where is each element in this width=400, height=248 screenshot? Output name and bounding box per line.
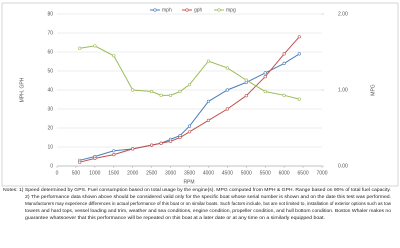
point	[297, 52, 301, 56]
point	[297, 97, 301, 101]
y2-axis-title: MPG	[370, 84, 376, 96]
point	[178, 89, 182, 94]
point	[159, 93, 163, 97]
point	[187, 130, 192, 134]
note-line: guarantee whatsoever that this performan…	[25, 215, 325, 220]
y-tick-label: 50	[47, 68, 53, 74]
point	[150, 143, 154, 147]
point	[225, 88, 229, 92]
point	[225, 66, 229, 70]
point	[263, 71, 267, 75]
note-line: Manufacturers may experience differences…	[25, 201, 392, 206]
y-axis-title: MPH, GPH	[19, 77, 25, 102]
note-line: Notes: 1) Speed determined by GPS. Fuel …	[3, 187, 391, 192]
point	[150, 89, 154, 94]
y-tick-label: 60	[47, 49, 53, 55]
x-tick-label: 4000	[203, 170, 214, 176]
legend-label: mph	[162, 7, 172, 13]
x-tick-label: 5000	[241, 170, 252, 176]
y-tick-label: 30	[47, 106, 53, 112]
x-tick-label: 500	[72, 170, 81, 176]
legend-marker	[153, 8, 157, 12]
y2-tick-label: 1.00	[338, 87, 348, 93]
legend-label: gph	[194, 7, 203, 13]
x-tick-label: 3000	[165, 170, 176, 176]
point	[112, 54, 116, 58]
x-tick-label: 7000	[316, 170, 327, 176]
point	[187, 83, 192, 87]
point	[244, 78, 248, 82]
y-tick-label: 70	[47, 30, 53, 36]
point	[168, 139, 173, 143]
x-tick-label: 1500	[108, 170, 119, 176]
point	[263, 89, 267, 94]
point	[78, 160, 82, 164]
point	[263, 75, 267, 79]
note-line: 2) The performance data shown above shou…	[25, 194, 391, 199]
x-tick-label: 0	[56, 170, 59, 176]
y2-tick-label: 2.00	[338, 11, 348, 17]
x-tick-label: 2500	[146, 170, 157, 176]
point	[282, 61, 286, 66]
point	[206, 118, 211, 122]
point	[112, 153, 116, 157]
legend-label: mpg	[226, 7, 236, 13]
point	[297, 35, 301, 39]
y-tick-label: 20	[47, 125, 53, 131]
x-tick-label: 3500	[184, 170, 195, 176]
point	[159, 141, 163, 145]
point	[131, 147, 135, 151]
y-tick-label: 40	[47, 87, 53, 93]
y2-tick-label: 0.00	[338, 163, 348, 169]
x-tick-label: 2000	[127, 170, 138, 176]
legend-marker	[217, 8, 221, 12]
point	[93, 156, 97, 160]
point	[78, 46, 82, 50]
legend-marker	[185, 8, 189, 12]
y-tick-label: 80	[47, 11, 53, 17]
y-tick-label: 0	[50, 163, 53, 169]
point	[168, 93, 173, 97]
x-tick-label: 6000	[279, 170, 290, 176]
point	[244, 94, 248, 98]
chart-frame	[1, 2, 399, 187]
note-line: towers and hard tops, vessel loading and…	[25, 208, 392, 213]
x-tick-label: 1000	[89, 170, 100, 176]
point	[187, 124, 192, 128]
point	[112, 149, 116, 153]
point	[282, 93, 286, 97]
point	[225, 107, 229, 111]
x-axis-title: RPM	[183, 179, 194, 185]
x-tick-label: 5500	[260, 170, 271, 176]
y-tick-label: 10	[47, 144, 53, 150]
point	[131, 88, 135, 92]
point	[206, 59, 211, 63]
point	[178, 135, 182, 140]
point	[206, 99, 211, 103]
x-tick-label: 6500	[298, 170, 309, 176]
point	[282, 52, 286, 56]
point	[93, 44, 97, 48]
x-tick-label: 4500	[222, 170, 233, 176]
